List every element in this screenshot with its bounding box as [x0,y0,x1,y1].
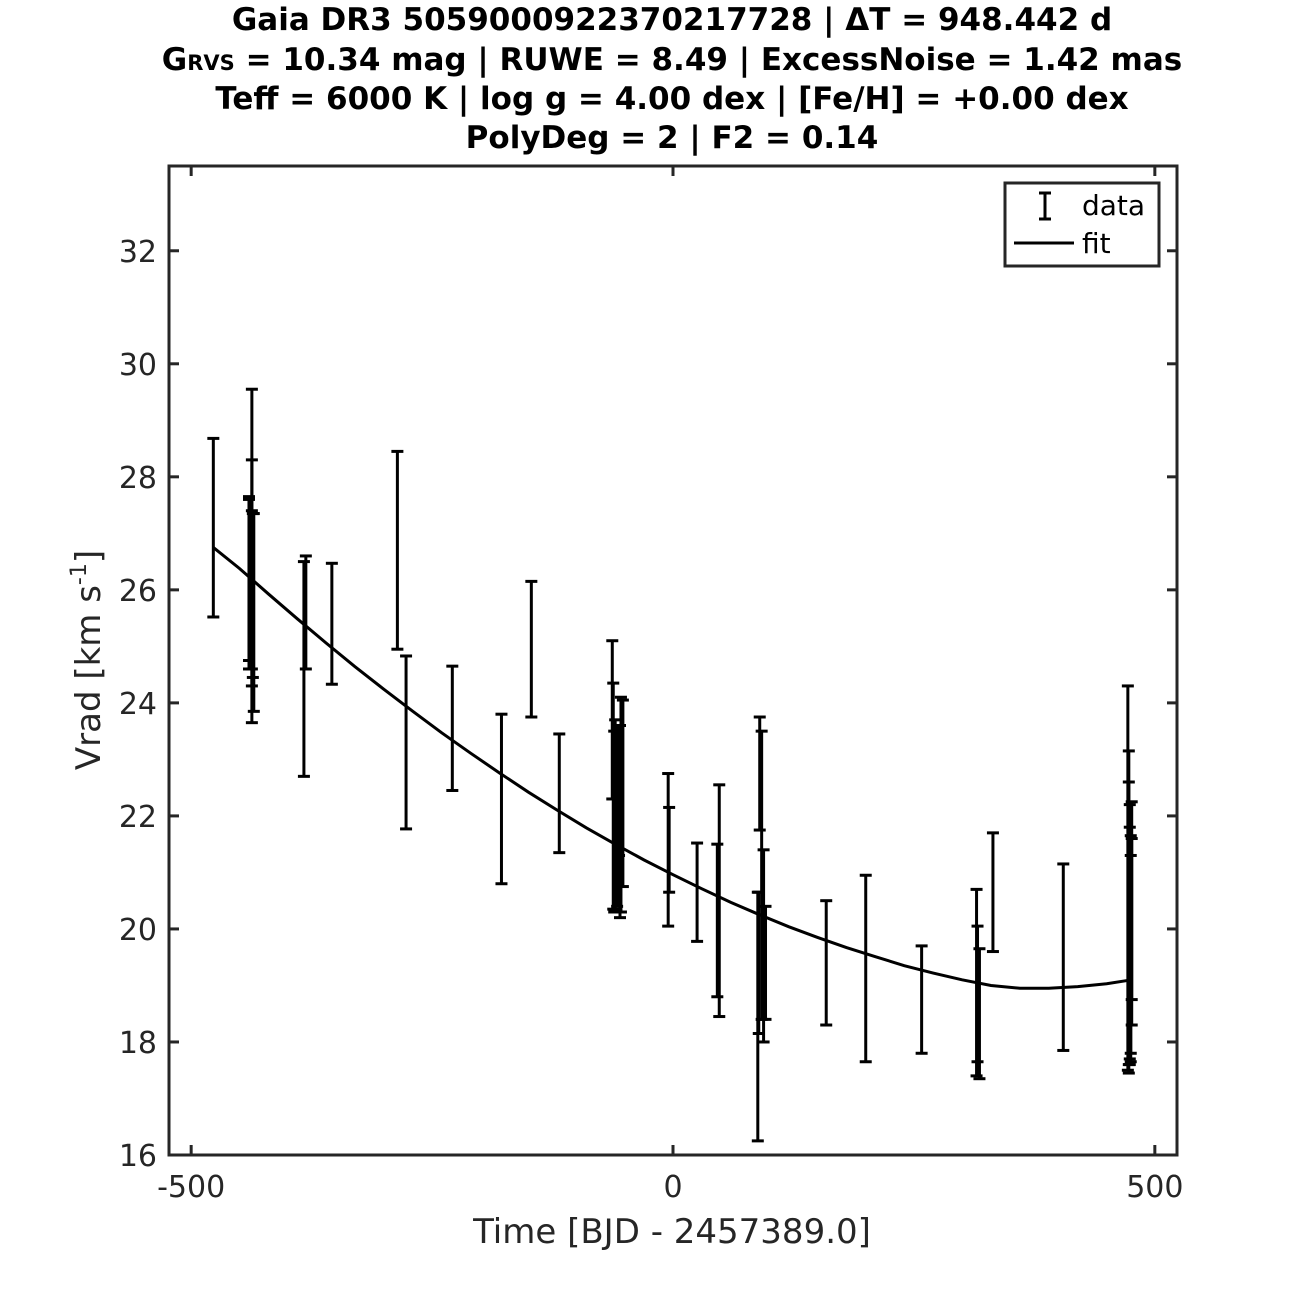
y-tick-label: 18 [119,1026,157,1061]
title-line-2: GRVS = 10.34 mag | RUWE = 8.49 | ExcessN… [162,42,1182,78]
y-tick-label: 26 [119,574,157,609]
data-point-errorbar [713,783,726,1019]
title-g-rest: = 10.34 mag | RUWE = 8.49 | ExcessNoise … [235,42,1182,78]
legend-box [1003,181,1161,268]
y-tick-label: 32 [119,235,157,270]
data-point-errorbar [711,842,724,999]
title-g-subscript: RVS [187,51,235,75]
title-line-4: PolyDeg = 2 | F2 = 0.14 [466,120,879,156]
data-point-errorbar [759,904,772,1021]
x-tick-label: -500 [157,1170,225,1205]
y-tick-label: 22 [119,800,157,835]
data-point-errorbar [757,848,770,1044]
data-point-errorbar [614,695,627,914]
y-axis-label-superscript: -1 [67,563,92,585]
fit-curve [212,546,1132,990]
title-line-3: Teff = 6000 K | log g = 4.00 dex | [Fe/H… [215,81,1128,117]
data-point-errorbar [1057,862,1070,1052]
y-tick-label: 16 [119,1139,157,1174]
y-tick-label: 30 [119,348,157,383]
plot-layer [207,387,1138,1143]
legend-label-data: data [1082,189,1145,222]
data-point-errorbar [391,449,404,651]
data-point-errorbar [1125,800,1138,1002]
data-point-errorbar [859,873,872,1064]
title-g-base: G [162,42,187,78]
data-point-errorbar [207,436,220,619]
legend-data-symbol [1039,191,1051,221]
y-tick-label: 24 [119,687,157,722]
data-point-errorbar [820,899,833,1027]
x-tick-label: 0 [663,1170,682,1205]
y-tick-label: 28 [119,461,157,496]
x-tick-label: 500 [1126,1170,1183,1205]
data-point-errorbar [986,831,999,954]
data-point-errorbar [446,664,459,792]
title-line-1: Gaia DR3 5059000922370217728 | ΔT = 948.… [232,2,1112,38]
data-point-errorbar [616,698,629,889]
y-axis-label: Vrad [km s-1] [67,550,109,770]
data-point-errorbar [525,579,538,719]
legend: data fit [1003,181,1161,268]
y-axis-label-base: Vrad [km s [69,585,109,770]
chart-title: Gaia DR3 5059000922370217728 | ΔT = 948.… [162,2,1182,156]
data-point-errorbar [247,512,260,713]
data-point-errorbar [553,732,566,855]
data-point-errorbar [915,944,928,1055]
y-axis: 16 18 20 22 24 26 28 30 32 [119,235,1177,1174]
data-point-errorbar [663,805,676,894]
y-axis-label-end: ] [69,550,109,563]
legend-label-fit: fit [1082,227,1111,260]
data-point-errorbar [299,554,312,671]
data-point-errorbar [325,561,338,686]
data-point-errorbar [495,712,508,886]
data-point-errorbar [753,715,766,832]
data-point-errorbar [400,654,413,831]
data-point-errorbar [973,947,986,1081]
data-point-errorbar [971,924,984,1064]
data-point-errorbar [691,841,704,943]
plot-frame [167,164,1179,1157]
x-axis-label: Time [BJD - 2457389.0] [472,1212,871,1252]
y-tick-label: 20 [119,913,157,948]
x-axis: -500 0 500 [157,166,1183,1205]
